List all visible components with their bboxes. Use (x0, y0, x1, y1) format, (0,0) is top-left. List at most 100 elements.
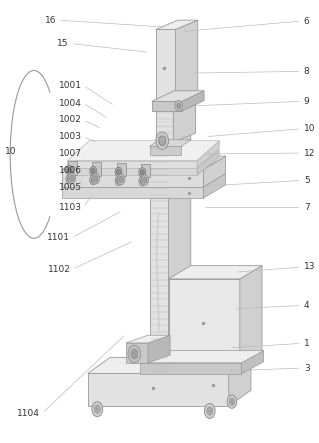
Circle shape (94, 405, 100, 413)
Text: 10: 10 (5, 147, 17, 156)
Text: 12: 12 (304, 148, 315, 158)
Circle shape (143, 177, 147, 183)
Circle shape (115, 176, 122, 186)
Text: 15: 15 (57, 39, 69, 48)
Circle shape (90, 166, 97, 176)
Polygon shape (152, 101, 182, 111)
Circle shape (156, 132, 168, 150)
Bar (141, 163, 150, 177)
Circle shape (229, 398, 234, 405)
Text: 1104: 1104 (18, 408, 40, 418)
Polygon shape (197, 141, 219, 168)
Circle shape (70, 175, 74, 181)
Polygon shape (88, 373, 229, 406)
Polygon shape (156, 29, 175, 106)
Circle shape (92, 402, 103, 417)
Circle shape (117, 174, 125, 185)
Text: 3: 3 (304, 364, 309, 373)
Polygon shape (150, 140, 191, 147)
Text: 1102: 1102 (48, 265, 70, 274)
Polygon shape (150, 142, 168, 190)
Circle shape (159, 136, 166, 146)
Text: 4: 4 (304, 301, 309, 310)
Polygon shape (204, 156, 226, 187)
Polygon shape (182, 91, 204, 111)
Text: 6: 6 (304, 16, 309, 26)
Polygon shape (204, 174, 226, 198)
Polygon shape (63, 187, 204, 198)
Circle shape (117, 178, 121, 183)
Text: 1007: 1007 (58, 149, 81, 159)
Polygon shape (150, 190, 168, 373)
Polygon shape (67, 160, 197, 168)
Bar (117, 163, 126, 176)
Polygon shape (168, 182, 191, 373)
Text: 1004: 1004 (59, 99, 81, 108)
Circle shape (140, 170, 144, 175)
Circle shape (204, 404, 215, 419)
Text: 1003: 1003 (58, 132, 81, 141)
Circle shape (141, 175, 149, 185)
Polygon shape (140, 363, 241, 374)
Polygon shape (140, 351, 263, 363)
Polygon shape (168, 266, 262, 279)
Polygon shape (152, 91, 204, 101)
Circle shape (139, 176, 146, 186)
Polygon shape (240, 266, 262, 365)
Polygon shape (63, 156, 226, 169)
Circle shape (66, 174, 73, 184)
Circle shape (131, 349, 138, 359)
Polygon shape (241, 351, 263, 374)
Polygon shape (148, 335, 170, 363)
Circle shape (66, 165, 73, 175)
Text: 8: 8 (304, 67, 309, 76)
Polygon shape (63, 169, 204, 187)
Text: 7: 7 (304, 203, 309, 212)
Circle shape (227, 395, 237, 408)
Text: 13: 13 (304, 263, 315, 272)
Polygon shape (156, 20, 198, 29)
Bar (92, 162, 101, 175)
Polygon shape (168, 279, 240, 365)
Text: 5: 5 (304, 176, 309, 185)
Circle shape (93, 175, 98, 182)
Polygon shape (150, 147, 181, 155)
Polygon shape (88, 358, 251, 373)
Circle shape (68, 167, 71, 173)
Polygon shape (126, 343, 148, 363)
Polygon shape (175, 20, 198, 106)
Circle shape (90, 175, 97, 185)
Polygon shape (67, 141, 219, 160)
Circle shape (177, 103, 181, 109)
Circle shape (117, 169, 121, 175)
Text: 9: 9 (304, 97, 309, 106)
Text: 10: 10 (304, 124, 315, 133)
Circle shape (115, 167, 122, 177)
Text: 1005: 1005 (58, 183, 81, 192)
Text: 1101: 1101 (48, 233, 70, 242)
Polygon shape (156, 106, 173, 142)
Polygon shape (229, 358, 251, 406)
Circle shape (119, 176, 123, 183)
Polygon shape (126, 335, 170, 343)
Text: 1103: 1103 (58, 203, 81, 212)
Polygon shape (168, 133, 191, 190)
Text: 1: 1 (304, 339, 309, 348)
Text: 1001: 1001 (58, 81, 81, 90)
Circle shape (91, 177, 95, 183)
Circle shape (68, 176, 71, 182)
Circle shape (207, 407, 213, 415)
Bar (68, 161, 77, 175)
Circle shape (128, 345, 141, 363)
Polygon shape (173, 97, 196, 142)
Circle shape (68, 173, 76, 183)
Circle shape (92, 173, 100, 184)
Circle shape (91, 168, 95, 174)
Circle shape (139, 167, 146, 177)
Text: 1002: 1002 (59, 116, 81, 124)
Text: 1006: 1006 (58, 166, 81, 175)
Polygon shape (67, 167, 197, 175)
Text: 16: 16 (45, 16, 56, 25)
Circle shape (175, 101, 182, 111)
Circle shape (140, 179, 144, 184)
